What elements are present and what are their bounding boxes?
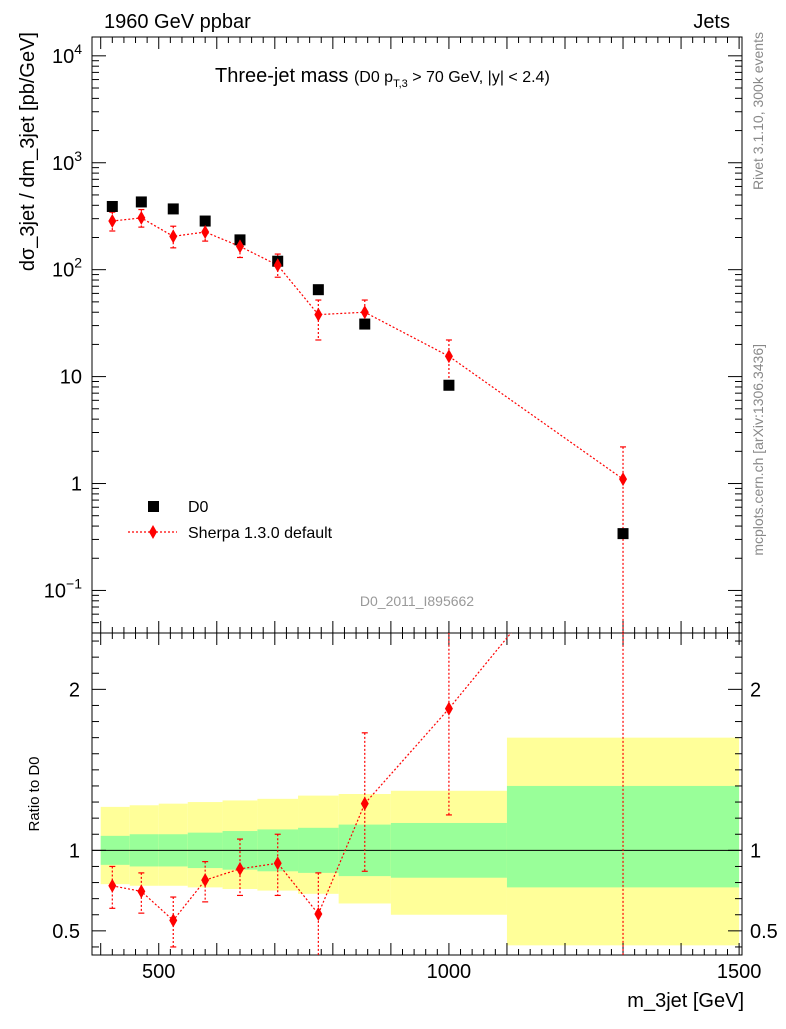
sherpa-point — [314, 307, 323, 322]
chart-title-cut-sub: T,3 — [393, 78, 408, 90]
chart-title-main: Three-jet mass — [215, 65, 348, 87]
x-axis-label: m_3jet [GeV] — [627, 990, 744, 1012]
ratio-point — [169, 913, 178, 928]
side-label-mcplots: mcplots.cern.ch [arXiv:1306.3436] — [750, 344, 766, 556]
ratio-y-tick-label: 0.5 — [52, 921, 80, 943]
ratio-y-tick-labels: 0.5 0.5 1 1 2 2 — [52, 679, 778, 943]
ratio-y-tick-label-right: 1 — [750, 840, 761, 862]
ratio-y-tick-label: 2 — [69, 679, 80, 701]
legend-marker-d0 — [148, 501, 159, 512]
ratio-point — [314, 906, 323, 921]
header-category: Jets — [693, 11, 730, 33]
ratio-point — [137, 884, 146, 899]
d0-point — [106, 200, 118, 212]
chart-title-cut-prefix: (D0 p — [354, 69, 393, 86]
main-y-tick-labels: 10−1 1 10 102 103 104 — [44, 41, 82, 603]
sherpa-line — [112, 217, 624, 480]
ratio-data-points — [108, 701, 453, 928]
chart-title: Three-jet mass (D0 pT,3 > 70 GeV, |y| < … — [215, 65, 550, 90]
x-tick-label: 1500 — [717, 961, 762, 983]
ratio-y-tick-label: 1 — [69, 840, 80, 862]
ratio-y-axis-label: Ratio to D0 — [26, 756, 43, 831]
ratio-point — [444, 701, 453, 716]
d0-point — [167, 203, 179, 215]
ratio-y-tick-label-right: 2 — [750, 679, 761, 701]
ratio-x-tick-labels: 500 1000 1500 — [142, 961, 761, 983]
ratio-point — [108, 878, 117, 893]
ratio-point — [360, 796, 369, 811]
sherpa-point — [169, 229, 178, 244]
sherpa-point — [273, 258, 282, 273]
main-y-tick-label: 103 — [52, 148, 82, 175]
header-energy: 1960 GeV ppbar — [104, 11, 251, 33]
main-watermark: D0_2011_I895662 — [360, 593, 474, 609]
ratio-panel: 0.5 0.5 1 1 2 2 500 1000 1500 — [52, 632, 778, 983]
main-y-tick-label: 104 — [52, 41, 82, 68]
x-tick-label: 500 — [142, 961, 175, 983]
side-label-rivet: Rivet 3.1.10, 300k events — [750, 32, 766, 190]
main-series-lines — [109, 208, 627, 633]
sherpa-point — [360, 305, 369, 320]
main-panel: 10−1 1 10 102 103 104 D0_2011_I895662 — [44, 36, 743, 634]
d0-point — [617, 528, 629, 540]
legend-label-sherpa: Sherpa 1.3.0 default — [188, 525, 333, 542]
main-y-tick-label: 1 — [71, 474, 82, 496]
d0-point — [359, 318, 371, 330]
main-y-tick-label: 10 — [60, 367, 82, 389]
ratio-point — [273, 856, 282, 871]
legend-marker-sherpa — [149, 525, 157, 539]
d0-point — [199, 215, 211, 227]
sherpa-point — [444, 349, 453, 364]
d0-point — [312, 284, 324, 296]
main-y-tick-label: 102 — [52, 255, 82, 282]
legend-label-d0: D0 — [188, 499, 209, 516]
main-axis-ticks — [92, 37, 742, 634]
ratio-point — [201, 873, 210, 888]
ratio-uncertainty-bands — [100, 737, 740, 946]
main-data-points — [106, 196, 629, 540]
sherpa-point — [201, 225, 210, 240]
ratio-panel-frame — [91, 632, 743, 956]
d0-point — [135, 196, 147, 208]
main-panel-frame — [91, 36, 743, 634]
ratio-y-tick-label-right: 0.5 — [750, 921, 778, 943]
legend: D0 Sherpa 1.3.0 default — [128, 499, 333, 542]
main-y-tick-label: 10−1 — [44, 575, 82, 602]
sherpa-point — [235, 239, 244, 254]
ratio-point — [235, 861, 244, 876]
sherpa-point — [137, 210, 146, 225]
sherpa-point — [108, 214, 117, 229]
main-y-axis-label: dσ_3jet / dm_3jet [pb/GeV] — [17, 32, 39, 271]
d0-point — [443, 379, 455, 391]
x-tick-label: 1000 — [427, 961, 472, 983]
chart-title-cut-suffix: > 70 GeV, |y| < 2.4) — [408, 69, 550, 86]
sherpa-point — [619, 472, 628, 487]
